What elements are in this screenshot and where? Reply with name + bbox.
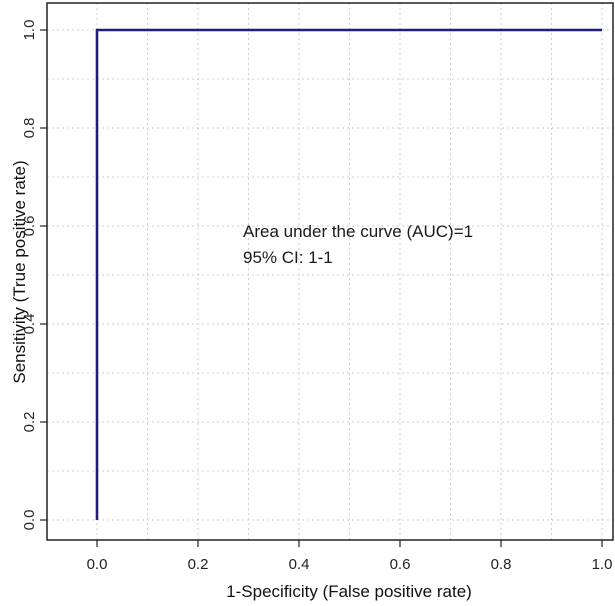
x-tick-label: 0.0: [87, 556, 108, 573]
y-tick-label: 0.8: [21, 118, 38, 139]
y-tick-label: 0.6: [21, 216, 38, 237]
y-tick-label: 0.0: [21, 510, 38, 531]
auc-annotation: Area under the curve (AUC)=1: [243, 222, 473, 241]
grid: [47, 3, 613, 540]
ci-annotation: 95% CI: 1-1: [243, 248, 333, 267]
x-tick-label: 0.8: [491, 556, 512, 573]
y-tick-label: 0.4: [21, 314, 38, 335]
y-tick-label: 0.2: [21, 412, 38, 433]
x-tick-label: 0.2: [188, 556, 209, 573]
x-tick-label: 0.6: [390, 556, 411, 573]
x-tick-label: 0.4: [289, 556, 310, 573]
y-tick-label: 1.0: [21, 20, 38, 41]
y-axis-label: Sensitivity (True positive rate): [10, 160, 29, 383]
axis-ticks: 0.0 0.2 0.4 0.6 0.8 1.0 0.0 0.2 0.4 0.6 0.8 1.0: [21, 20, 612, 573]
plot-frame: [46, 2, 614, 541]
x-tick-label: 1.0: [592, 556, 613, 573]
series-layer: [95, 28, 602, 520]
x-axis-label: 1-Specificity (False positive rate): [226, 582, 472, 601]
roc-curve: [95, 28, 602, 520]
